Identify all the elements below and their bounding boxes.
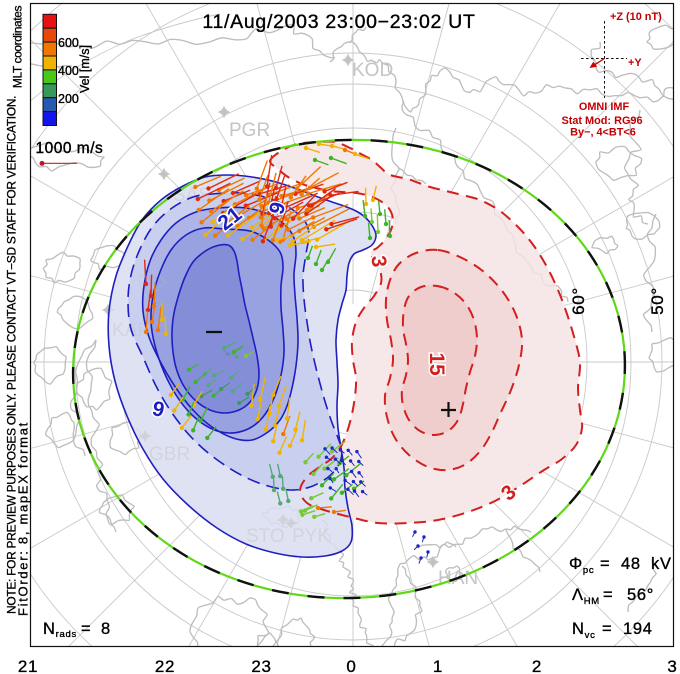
svg-text:600: 600 — [58, 36, 79, 50]
svg-text:+Z (10 nT): +Z (10 nT) — [610, 11, 662, 23]
svg-text:23: 23 — [251, 657, 271, 674]
svg-text:2: 2 — [532, 657, 542, 674]
svg-text:15: 15 — [425, 352, 448, 376]
svg-text:KOD: KOD — [352, 60, 393, 81]
svg-text:50°: 50° — [648, 287, 667, 315]
svg-text:SAS: SAS — [173, 185, 211, 206]
svg-text:200: 200 — [58, 92, 79, 106]
svg-text:11/Aug/2003 23:00−23:02 UT: 11/Aug/2003 23:00−23:02 UT — [202, 11, 475, 33]
svg-text:NOTE: FOR PREVIEW PURPOSES ONL: NOTE: FOR PREVIEW PURPOSES ONLY. PLEASE … — [5, 96, 19, 614]
svg-text:STO: STO — [246, 526, 285, 547]
svg-text:PYK: PYK — [292, 526, 330, 547]
svg-text:60°: 60° — [569, 287, 588, 315]
svg-text:400: 400 — [58, 64, 79, 78]
svg-text:1000 m/s: 1000 m/s — [36, 140, 104, 157]
svg-text:Stat Mod: RG96: Stat Mod: RG96 — [561, 115, 642, 127]
svg-text:ΛHM=56°: ΛHM = 56° — [572, 586, 654, 607]
svg-text:By−, 4<BT<6: By−, 4<BT<6 — [570, 127, 636, 139]
svg-text:+Y: +Y — [628, 57, 642, 69]
svg-text:3: 3 — [367, 255, 391, 269]
svg-text:22: 22 — [155, 657, 175, 674]
svg-text:PGR: PGR — [229, 120, 270, 141]
svg-text:Nvc=194: Nvc = 194 — [572, 620, 653, 641]
svg-text:PGR: PGR — [229, 120, 270, 141]
svg-text:0: 0 — [346, 657, 356, 674]
svg-text:21: 21 — [18, 657, 38, 674]
svg-text:1: 1 — [433, 657, 443, 674]
svg-text:OMNI IMF: OMNI IMF — [579, 101, 630, 113]
svg-text:MLT coordinates: MLT coordinates — [11, 5, 25, 88]
svg-text:Vel [m/s]: Vel [m/s] — [78, 45, 92, 93]
svg-text:FitOrder: 8, mapEX format: FitOrder: 8, mapEX format — [16, 421, 31, 616]
svg-text:GBR: GBR — [149, 444, 190, 465]
svg-text:3: 3 — [667, 657, 677, 674]
svg-text:KOD: KOD — [352, 60, 393, 81]
